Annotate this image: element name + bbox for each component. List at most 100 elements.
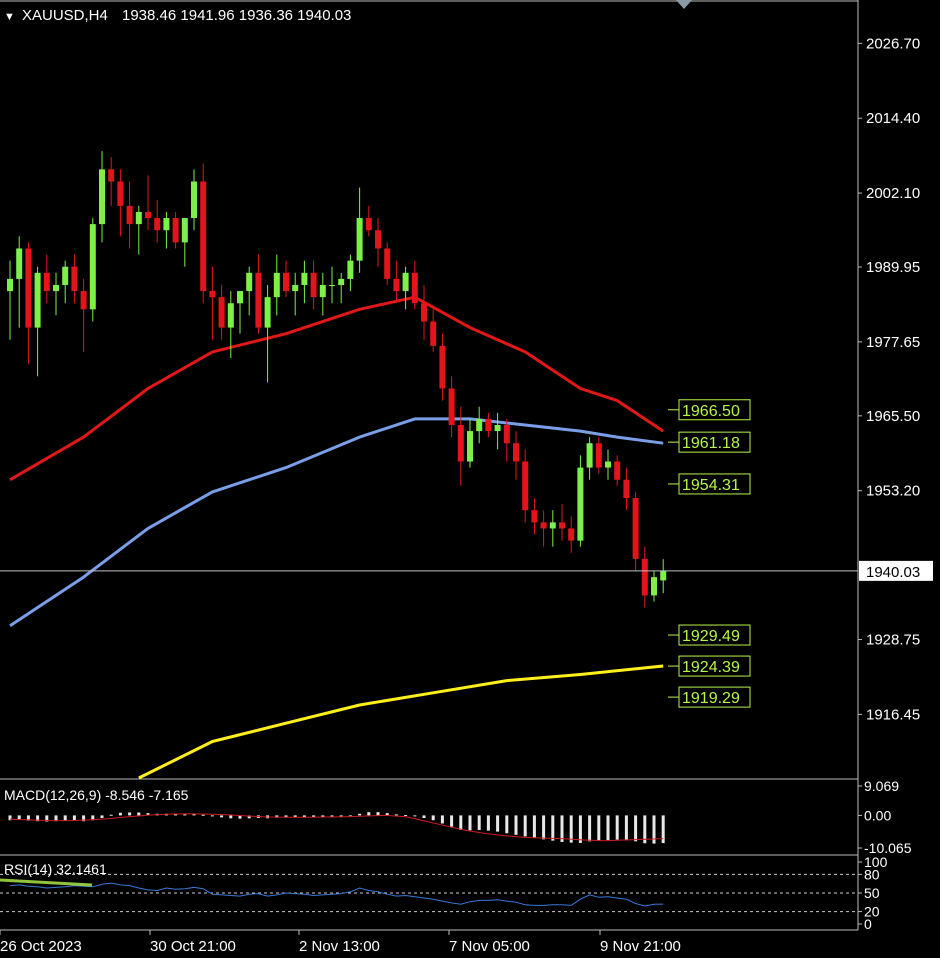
macd-histogram-bar (17, 815, 21, 820)
macd-histogram-bar (652, 815, 656, 844)
candle (43, 254, 50, 304)
y-axis-tick: 1916.45 (866, 706, 920, 723)
macd-histogram-bar (128, 812, 132, 816)
candle (347, 254, 354, 292)
svg-text:1919.29: 1919.29 (682, 690, 740, 707)
candle (623, 467, 630, 511)
y-axis-tick: 1989.95 (866, 259, 920, 276)
moving-average-line-0 (9, 295, 665, 482)
candle (292, 272, 299, 316)
macd-histogram-bar (578, 815, 582, 843)
candle (595, 437, 602, 474)
chart-symbol: XAUUSD,H4 (22, 7, 108, 24)
price-pane[interactable]: 2026.70 2014.40 2002.10 1989.95 1977.65 1965.… (0, 0, 933, 931)
macd-histogram-bar (118, 812, 122, 816)
price-level-tag: 1966.50 (668, 399, 751, 421)
price-level-tag: 1929.49 (668, 624, 751, 646)
x-axis-tick: 2 Nov 13:00 (299, 938, 380, 955)
macd-histogram-bar (431, 815, 435, 821)
macd-title: MACD(12,26,9) -8.546 -7.165 (4, 787, 189, 803)
x-axis-tick: 26 Oct 2023 (0, 938, 82, 955)
candle (448, 376, 455, 438)
candle (632, 491, 639, 572)
candle (181, 218, 188, 267)
current-price-box (859, 560, 933, 581)
macd-histogram-bar (394, 814, 398, 816)
macd-pane[interactable]: MACD(12,26,9) -8.546 -7.165 9.069 0.00 -10… (4, 778, 912, 856)
macd-axis-tick: -10.065 (864, 840, 912, 856)
macd-histogram-bar (661, 815, 665, 844)
candle (71, 254, 78, 304)
rsi-axis-tick: 100 (864, 854, 888, 870)
candle (209, 266, 216, 340)
macd-histogram-bar (8, 815, 12, 821)
candle (163, 211, 170, 249)
chart-ohlc: 1938.46 1941.96 1936.36 1940.03 (122, 7, 351, 24)
y-axis-tick: 1928.75 (866, 632, 920, 649)
svg-text:1954.31: 1954.31 (682, 477, 740, 494)
candle (218, 284, 225, 340)
macd-histogram-bar (238, 815, 242, 819)
macd-histogram-bar (385, 813, 389, 816)
candle (494, 412, 501, 450)
candle (117, 169, 124, 237)
macd-histogram-bar (201, 814, 205, 816)
macd-histogram-bar (192, 814, 196, 816)
moving-average-line-1 (9, 417, 664, 628)
candle (393, 260, 400, 304)
macd-histogram-bar (523, 815, 527, 837)
macd-histogram-bar (26, 815, 30, 821)
candle (356, 187, 363, 273)
rsi-title: RSI(14) 32.1461 (4, 861, 107, 877)
scroll-marker-icon[interactable] (676, 0, 692, 9)
macd-histogram-bar (247, 815, 251, 819)
rsi-line (9, 882, 664, 907)
macd-histogram-bar (91, 815, 95, 821)
macd-histogram-bar (82, 815, 86, 822)
macd-histogram-bar (606, 815, 610, 841)
macd-histogram-bar (634, 815, 638, 842)
moving-average-line-2 (138, 664, 664, 780)
macd-axis-tick: 9.069 (864, 778, 899, 794)
macd-histogram-bar (284, 815, 288, 818)
candle (16, 236, 23, 328)
macd-histogram-bar (321, 815, 325, 818)
macd-histogram-bar (588, 815, 592, 842)
rsi-axis-tick: 20 (864, 904, 880, 920)
candle (375, 218, 381, 267)
price-level-tag: 1954.31 (668, 473, 751, 495)
macd-histogram-bar (174, 814, 178, 816)
candle (237, 291, 243, 334)
candle (227, 291, 234, 359)
y-axis-tick: 1953.20 (866, 483, 920, 500)
candle (135, 205, 142, 255)
candle (319, 272, 326, 316)
macd-histogram-bar (643, 815, 647, 844)
candle (126, 181, 133, 249)
candle (457, 406, 464, 486)
macd-histogram-bar (422, 815, 426, 818)
rsi-axis-tick: 80 (864, 866, 880, 882)
candle (191, 169, 197, 231)
macd-histogram-bar (376, 812, 380, 816)
candle (531, 498, 538, 535)
svg-text:1966.50: 1966.50 (682, 403, 740, 420)
candle (503, 418, 510, 462)
candle (522, 449, 529, 523)
macd-histogram-bar (63, 815, 67, 821)
candle (641, 546, 648, 608)
macd-histogram-bar (275, 815, 279, 818)
candle (200, 163, 207, 304)
macd-histogram-bar (100, 815, 104, 818)
macd-histogram-bar (624, 815, 628, 841)
candle (62, 260, 69, 304)
candle (411, 260, 418, 310)
candle (568, 516, 575, 553)
chart-menu-arrow-icon[interactable]: ▼ (4, 11, 15, 23)
macd-histogram-bar (72, 815, 76, 821)
candle (586, 437, 593, 480)
candle (559, 504, 565, 541)
candle (338, 272, 345, 304)
